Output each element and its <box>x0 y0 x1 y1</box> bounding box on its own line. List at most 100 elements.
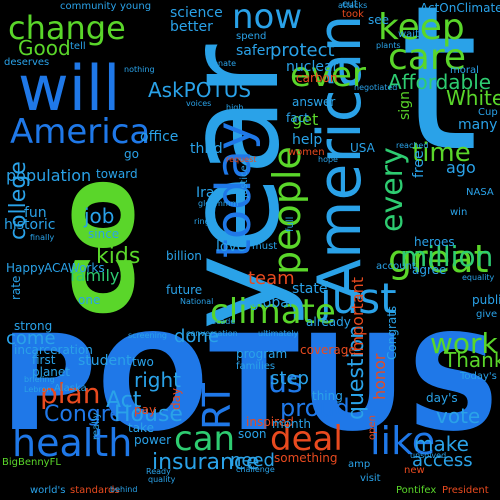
word-attacks: attacks <box>338 1 368 10</box>
word-coverage: coverage <box>300 343 356 357</box>
word-voices: voices <box>186 99 212 108</box>
word-ago: ago <box>446 158 476 177</box>
word-vote: vote <box>436 404 481 428</box>
word-senate: Senate <box>208 59 237 68</box>
word-day: day <box>169 387 183 410</box>
word-just: just <box>320 274 397 323</box>
word-full: full <box>285 216 296 232</box>
word-gleammm: gleammm <box>198 199 239 208</box>
word-global: global <box>250 295 293 311</box>
word-pay: pay <box>134 403 157 417</box>
word-state: state <box>292 281 328 297</box>
word-nasa: NASA <box>466 187 494 198</box>
word-answer: answer <box>292 95 336 109</box>
word-really: really <box>91 412 102 440</box>
word-spend: spend <box>236 31 267 42</box>
word-quality: quality <box>148 475 176 484</box>
word-president: President <box>442 485 489 496</box>
word-safer: safer <box>236 43 272 59</box>
word-population: population <box>6 166 92 185</box>
word-women: women <box>288 147 325 158</box>
word-program: program <box>236 347 288 361</box>
word-thank: Thank <box>444 348 500 372</box>
word-sign: sign <box>397 91 413 120</box>
word-wait: wait <box>398 29 420 40</box>
word-will: will <box>18 52 121 125</box>
word-actonclimate: ActOnClimate <box>420 1 500 15</box>
word-negotiated: negotiated <box>354 83 398 92</box>
word-rt: RT <box>195 383 239 430</box>
word-unsolved: unsolved <box>410 451 447 460</box>
word-new: new <box>404 465 425 476</box>
word-america: America <box>10 112 151 152</box>
word-affordable: Affordable <box>388 70 492 94</box>
word-something: something <box>274 451 338 465</box>
word-thing: thing <box>312 389 343 403</box>
word-days: day's <box>426 391 458 405</box>
word-nothing: nothing <box>124 65 155 74</box>
word-two: two <box>132 355 154 369</box>
word-strong: strong <box>14 319 53 333</box>
word-many: many <box>458 117 498 133</box>
word-one: one <box>78 293 101 307</box>
word-fun: fun <box>24 205 47 221</box>
word-done: done <box>174 326 219 347</box>
word-open: open <box>367 415 378 440</box>
word-visit: visit <box>360 473 381 484</box>
word-us: us <box>268 365 303 400</box>
word-like: like <box>370 419 436 463</box>
word-want: want <box>228 273 248 282</box>
word-make: make <box>414 432 469 456</box>
word-nuclear: nuclear <box>286 59 339 75</box>
word-congrats: Congrats <box>385 305 399 360</box>
word-care: care <box>388 37 467 78</box>
word-justice: justice <box>239 165 250 198</box>
word-go: go <box>124 147 139 161</box>
word-can: can <box>174 419 236 459</box>
word-first: first <box>32 353 56 367</box>
word-protect: protect <box>270 40 335 61</box>
word-since: since <box>88 227 120 241</box>
word-historic: historic <box>4 217 56 233</box>
word-equality: equality <box>462 273 495 282</box>
word-rate: rate <box>9 275 23 300</box>
word-health: health <box>12 421 133 465</box>
word-job: job <box>84 204 115 228</box>
word-house: House <box>114 402 183 427</box>
word-conversation: conversation <box>186 329 238 338</box>
word-inspired: inspired <box>246 415 294 429</box>
word-happy: Happy <box>6 261 45 275</box>
word-ready: Ready <box>146 467 171 476</box>
word-toward: toward <box>96 167 138 181</box>
word-iran: Iran <box>196 185 224 201</box>
word-congress: Congress <box>44 402 146 427</box>
word-get: get <box>292 110 319 129</box>
word-alaska: Alaska <box>54 383 87 394</box>
word-free: free <box>411 150 427 178</box>
word-usa: USA <box>350 141 375 155</box>
word-act: Act <box>106 388 142 413</box>
word-t: t <box>400 0 479 196</box>
word-briefing: briefing <box>24 375 55 384</box>
word-acaworks: ACAWorks <box>44 261 105 275</box>
word-agree: agree <box>412 263 447 277</box>
word-ultimately: ultimately <box>258 329 299 338</box>
word-request: request <box>226 155 257 164</box>
word-moral: moral <box>450 65 479 76</box>
word-third: third <box>190 141 223 157</box>
word-ring: ring <box>194 217 210 226</box>
word-high: high <box>226 103 244 112</box>
word-carbon: carbon <box>296 71 338 85</box>
word-incarceration: incarceration <box>14 343 93 357</box>
word-right: right <box>134 368 181 392</box>
word-lebron: Lebron <box>24 385 52 394</box>
word-help: help <box>292 132 323 148</box>
word-power: power <box>134 433 172 447</box>
word-community: community <box>60 1 117 12</box>
word-hope: hope <box>318 155 338 164</box>
word-step: step <box>270 368 309 389</box>
word-see: see <box>368 13 390 27</box>
word-people: people <box>265 146 309 275</box>
word-good: Good <box>18 36 71 60</box>
word-soon: soon <box>238 427 267 441</box>
